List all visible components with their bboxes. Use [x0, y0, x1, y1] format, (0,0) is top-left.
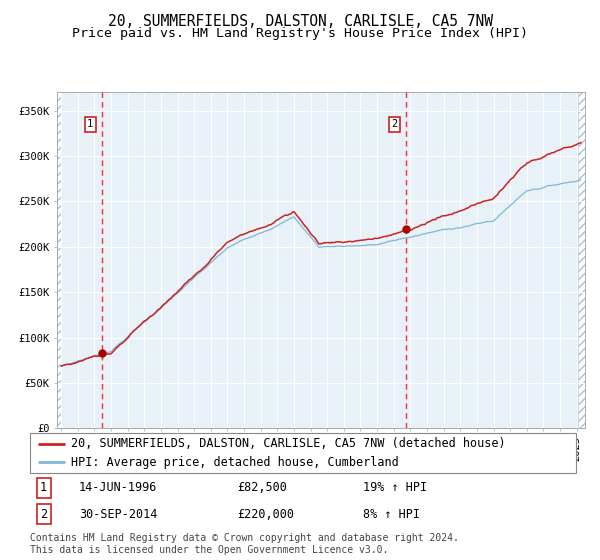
Text: Price paid vs. HM Land Registry's House Price Index (HPI): Price paid vs. HM Land Registry's House … [72, 27, 528, 40]
Text: This data is licensed under the Open Government Licence v3.0.: This data is licensed under the Open Gov… [30, 545, 388, 556]
Text: £220,000: £220,000 [238, 508, 295, 521]
Text: 20, SUMMERFIELDS, DALSTON, CARLISLE, CA5 7NW: 20, SUMMERFIELDS, DALSTON, CARLISLE, CA5… [107, 14, 493, 29]
FancyBboxPatch shape [30, 433, 576, 473]
Text: £82,500: £82,500 [238, 481, 287, 494]
Text: 2: 2 [391, 119, 398, 129]
Text: 8% ↑ HPI: 8% ↑ HPI [363, 508, 420, 521]
Text: 2: 2 [40, 508, 47, 521]
Text: 20, SUMMERFIELDS, DALSTON, CARLISLE, CA5 7NW (detached house): 20, SUMMERFIELDS, DALSTON, CARLISLE, CA5… [71, 437, 506, 450]
Text: 14-JUN-1996: 14-JUN-1996 [79, 481, 158, 494]
Bar [578, 92, 585, 428]
Text: Contains HM Land Registry data © Crown copyright and database right 2024.: Contains HM Land Registry data © Crown c… [30, 533, 459, 543]
Bar [57, 92, 61, 428]
Text: 1: 1 [40, 481, 47, 494]
Text: HPI: Average price, detached house, Cumberland: HPI: Average price, detached house, Cumb… [71, 456, 398, 469]
Text: 1: 1 [87, 119, 94, 129]
Text: 30-SEP-2014: 30-SEP-2014 [79, 508, 158, 521]
Text: 19% ↑ HPI: 19% ↑ HPI [363, 481, 427, 494]
